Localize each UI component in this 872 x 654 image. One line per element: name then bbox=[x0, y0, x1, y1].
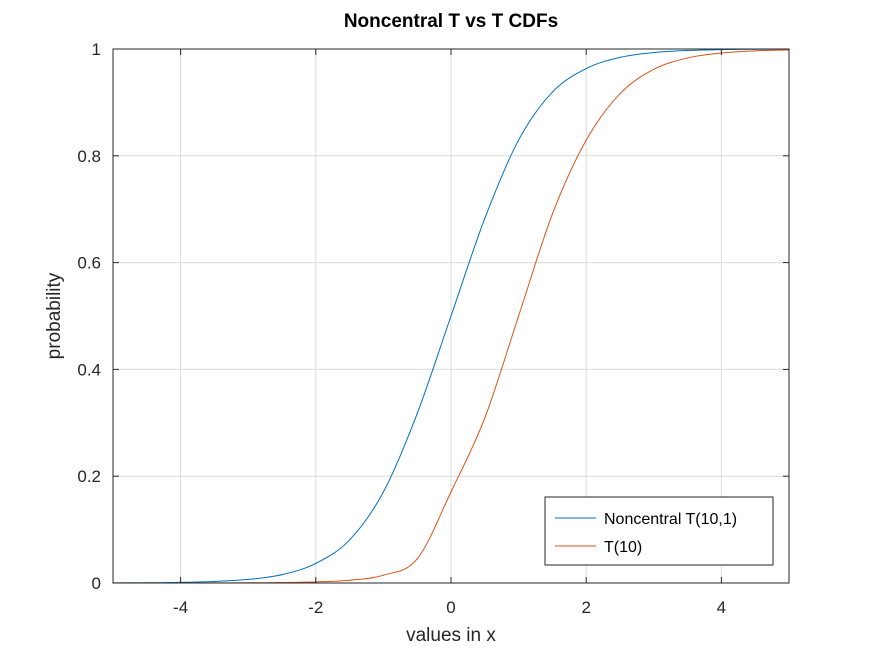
y-tick-label: 1 bbox=[92, 40, 101, 59]
legend-box bbox=[544, 496, 774, 566]
series-1-point bbox=[687, 57, 689, 59]
x-tick-label: 4 bbox=[717, 598, 726, 617]
series-0-point bbox=[213, 580, 215, 583]
chart-title: Noncentral T vs T CDFs bbox=[344, 11, 558, 32]
series-0-point bbox=[687, 49, 689, 52]
x-tick-label: 0 bbox=[446, 598, 455, 617]
y-tick-label: 0.6 bbox=[77, 254, 101, 273]
legend-label-1: T(10) bbox=[604, 539, 642, 556]
series-1-point bbox=[653, 68, 655, 70]
series-0-point bbox=[349, 539, 351, 541]
y-axis-label: probability bbox=[44, 272, 65, 359]
series-0-point bbox=[551, 91, 554, 93]
series-1-point bbox=[518, 315, 520, 317]
series-0-point bbox=[619, 56, 621, 58]
x-tick-label: -2 bbox=[308, 598, 323, 617]
series-1-point bbox=[484, 417, 486, 419]
y-tick-label: 0.4 bbox=[77, 360, 101, 379]
series-0-point bbox=[416, 412, 418, 415]
series-1-point bbox=[551, 213, 554, 215]
series-0-point bbox=[585, 67, 587, 70]
series-0-point bbox=[315, 562, 317, 565]
legend-label-0: Noncentral T(10,1) bbox=[604, 511, 737, 528]
x-axis-label: values in x bbox=[406, 625, 496, 646]
series-0-point bbox=[450, 315, 452, 317]
series-0-point bbox=[653, 51, 655, 54]
ticks: -4 -2 0 2 4 0 0.2 0.4 0.6 0.8 1 bbox=[77, 40, 789, 617]
series-0-point bbox=[247, 578, 249, 581]
series-0-point bbox=[382, 491, 384, 493]
series-0-point bbox=[281, 574, 283, 576]
series-1-point bbox=[619, 93, 621, 95]
y-tick-label: 0 bbox=[92, 574, 101, 593]
series-1-point bbox=[450, 491, 452, 493]
x-tick-label: -4 bbox=[173, 598, 188, 617]
series-0-point bbox=[484, 217, 486, 220]
series-1-point bbox=[754, 50, 756, 52]
series-1-point bbox=[416, 558, 418, 560]
series-1-point bbox=[349, 579, 351, 581]
y-tick-label: 0.8 bbox=[77, 147, 101, 166]
series-0-point bbox=[518, 139, 520, 141]
y-tick-label: 0.2 bbox=[77, 467, 101, 486]
x-tick-label: 2 bbox=[581, 598, 590, 617]
legend: Noncentral T(10,1) T(10) bbox=[544, 496, 774, 566]
series-1-point bbox=[585, 139, 587, 141]
series-1-point bbox=[382, 574, 384, 576]
